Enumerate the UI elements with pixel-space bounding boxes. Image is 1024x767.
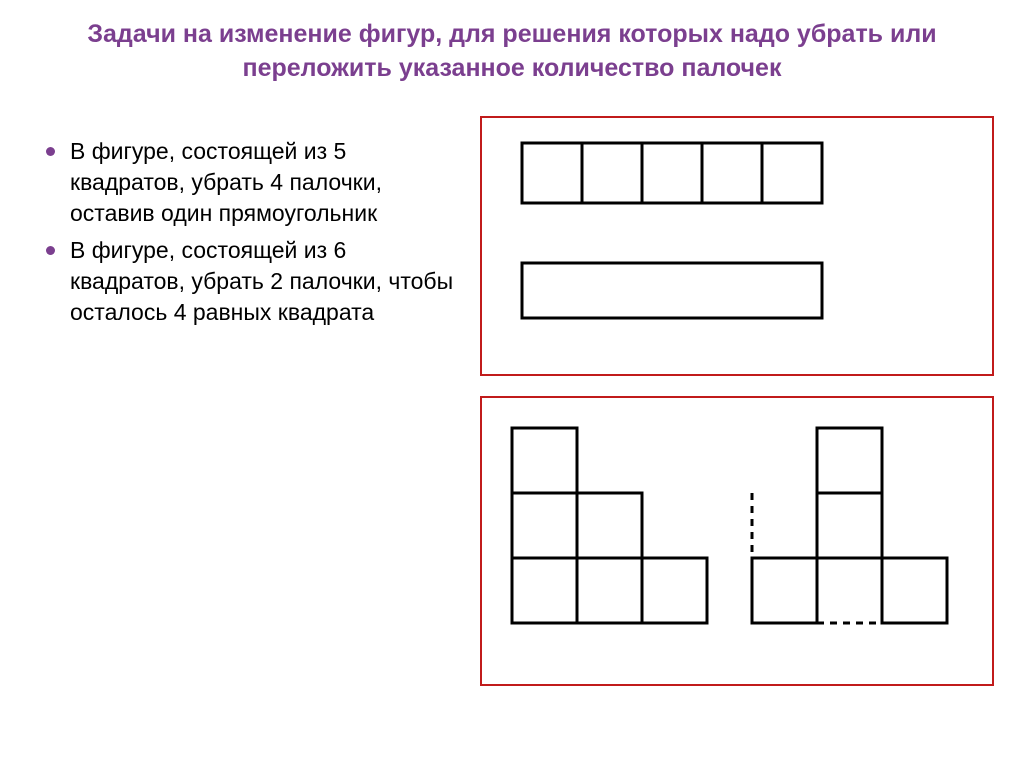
content-row: В фигуре, состоящей из 5 квадратов, убра… bbox=[0, 96, 1024, 686]
bullet-list: В фигуре, состоящей из 5 квадратов, убра… bbox=[40, 136, 460, 328]
diagram-2-svg bbox=[482, 398, 982, 684]
bullet-item: В фигуре, состоящей из 5 квадратов, убра… bbox=[40, 136, 460, 229]
page-title: Задачи на изменение фигур, для решения к… bbox=[0, 0, 1024, 96]
diagram-column bbox=[480, 116, 994, 686]
diagram-1-svg bbox=[482, 118, 982, 374]
diagram-panel-1 bbox=[480, 116, 994, 376]
bullet-column: В фигуре, состоящей из 5 квадратов, убра… bbox=[40, 116, 460, 686]
bullet-item: В фигуре, состоящей из 6 квадратов, убра… bbox=[40, 235, 460, 328]
diagram-panel-2 bbox=[480, 396, 994, 686]
